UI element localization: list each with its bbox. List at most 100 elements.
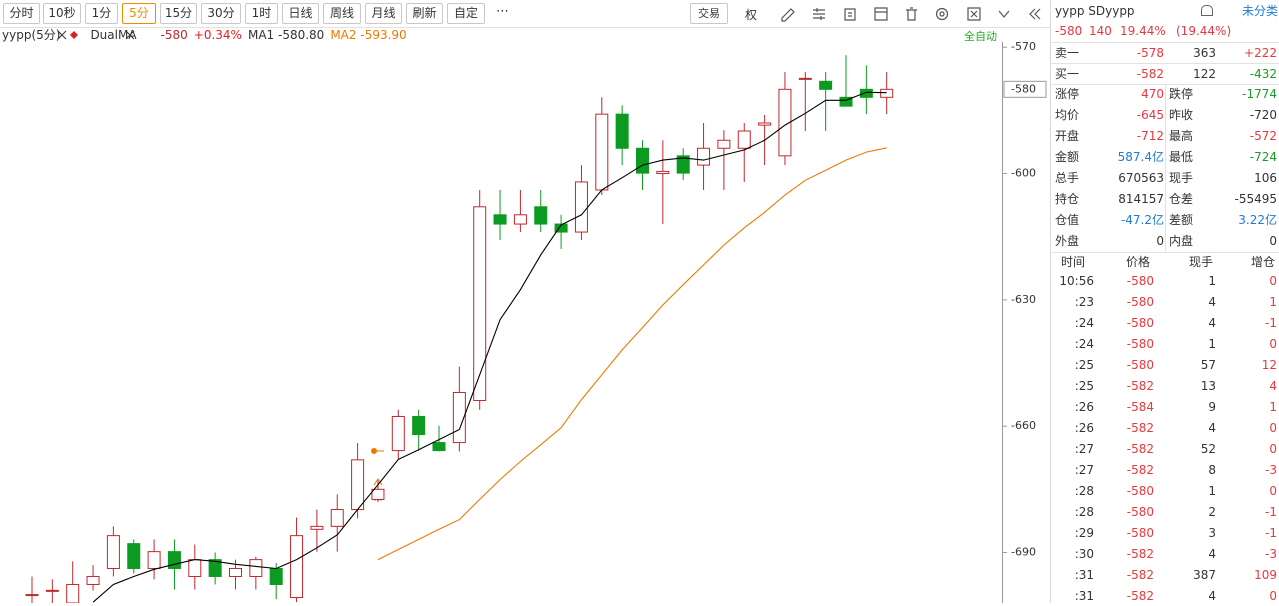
period-button[interactable]: 15分 [160, 3, 197, 24]
candle [147, 539, 161, 580]
candle-body [717, 139, 731, 149]
stat-value: 106 [1254, 171, 1277, 185]
candle-body [534, 206, 548, 225]
rights-button[interactable]: 权 [745, 8, 758, 22]
candle [676, 148, 690, 180]
book-label: 买一 [1055, 67, 1080, 81]
y-tick-label: -630 [1011, 293, 1036, 306]
tick-price: -580 [1126, 274, 1154, 288]
tick-oi-change: 0 [1269, 274, 1277, 288]
tick-oi-change: 4 [1269, 379, 1277, 393]
candle-body [147, 551, 161, 569]
auto-mode[interactable]: 全自动 [964, 30, 997, 43]
collapse-icon[interactable] [998, 10, 1010, 18]
tick-volume: 387 [1193, 568, 1216, 582]
period-button[interactable]: 刷新 [406, 3, 443, 24]
y-tick-label: -570 [1011, 40, 1036, 53]
candle-body [249, 559, 263, 577]
plot-area [25, 55, 894, 603]
stat-label: 开盘 [1055, 129, 1080, 143]
candle [798, 72, 812, 131]
tick-time: :30 [1074, 547, 1094, 561]
tick-volume: 3 [1208, 526, 1216, 540]
ma-line [377, 147, 887, 561]
summary-value: (19.44%) [1176, 24, 1232, 38]
candle-body [554, 223, 568, 233]
tick-price: -582 [1126, 421, 1154, 435]
settings-icon[interactable] [813, 8, 825, 20]
candle [25, 576, 39, 603]
period-button[interactable]: 10秒 [43, 3, 81, 24]
candle [249, 556, 263, 590]
stat-value: -720 [1249, 108, 1277, 122]
book-diff: +222 [1244, 46, 1277, 60]
tick-volume: 1 [1208, 274, 1216, 288]
candle [819, 72, 833, 131]
stat-label: 外盘 [1055, 234, 1080, 248]
period-button[interactable]: 日线 [282, 3, 319, 24]
summary-value: -580 [1055, 24, 1083, 38]
period-button[interactable]: 周线 [323, 3, 361, 24]
period-button[interactable]: 月线 [365, 3, 402, 24]
candle [208, 552, 222, 585]
book-label: 卖一 [1055, 46, 1080, 60]
ma2-legend: MA2 -593.90 [330, 28, 406, 42]
draw-icon[interactable] [781, 8, 795, 22]
tick-oi-change: 0 [1269, 484, 1277, 498]
candle [615, 105, 629, 166]
stat-label: 内盘 [1169, 234, 1194, 248]
candle-body [310, 525, 324, 530]
period-button[interactable]: 1时 [245, 3, 278, 24]
delete-icon[interactable] [906, 7, 917, 21]
stat-label: 现手 [1169, 171, 1194, 185]
favorite-icon[interactable] [1201, 5, 1213, 16]
tick-volume: 4 [1208, 421, 1216, 435]
window-icon[interactable] [874, 7, 888, 21]
candle-body [127, 543, 141, 569]
candle [432, 425, 446, 452]
row-divider [1051, 63, 1279, 64]
tick-time: :26 [1074, 421, 1094, 435]
candle [656, 140, 670, 225]
tick-volume: 1 [1208, 337, 1216, 351]
tick-price: -582 [1126, 463, 1154, 477]
stat-value: -572 [1249, 129, 1277, 143]
tick-oi-change: 0 [1269, 442, 1277, 456]
trade-button[interactable]: 交易 [690, 3, 728, 24]
candle-body [452, 391, 466, 444]
close-cross[interactable] [57, 30, 67, 40]
candle-body [351, 459, 365, 511]
stat-value: 0 [1156, 234, 1164, 248]
close-box-icon[interactable] [967, 7, 981, 21]
tick-header: 价格 [1126, 255, 1151, 269]
stat-label: 均价 [1055, 108, 1080, 122]
candle [737, 123, 751, 182]
candle-body [493, 214, 507, 225]
gear-icon[interactable] [935, 7, 949, 21]
candle [188, 544, 202, 590]
tick-price: -582 [1126, 568, 1154, 582]
period-button[interactable]: 自定 [447, 3, 485, 24]
tick-time: :25 [1074, 379, 1094, 393]
doc-icon[interactable] [844, 8, 856, 21]
y-tick-label: -690 [1011, 545, 1036, 558]
tick-time: :29 [1074, 526, 1094, 540]
candle-body [819, 80, 833, 90]
tick-time: :31 [1074, 589, 1094, 603]
summary-value: 140 [1089, 24, 1112, 38]
period-button[interactable]: 5分 [122, 3, 156, 24]
candle-body [66, 583, 80, 603]
stat-label: 总手 [1055, 171, 1080, 185]
candle [391, 409, 405, 460]
period-button[interactable]: 1分 [85, 3, 118, 24]
tick-price: -580 [1126, 316, 1154, 330]
period-button[interactable]: 分时 [3, 3, 40, 24]
stat-label: 金额 [1055, 150, 1080, 164]
y-tick-label: -600 [1011, 167, 1036, 180]
tick-oi-change: -3 [1265, 463, 1277, 477]
close-cross[interactable] [125, 30, 135, 40]
candle-body [880, 88, 894, 98]
period-button[interactable]: 30分 [201, 3, 241, 24]
more-button[interactable]: ⋯ [496, 4, 509, 19]
fold-icon[interactable] [1029, 8, 1041, 20]
